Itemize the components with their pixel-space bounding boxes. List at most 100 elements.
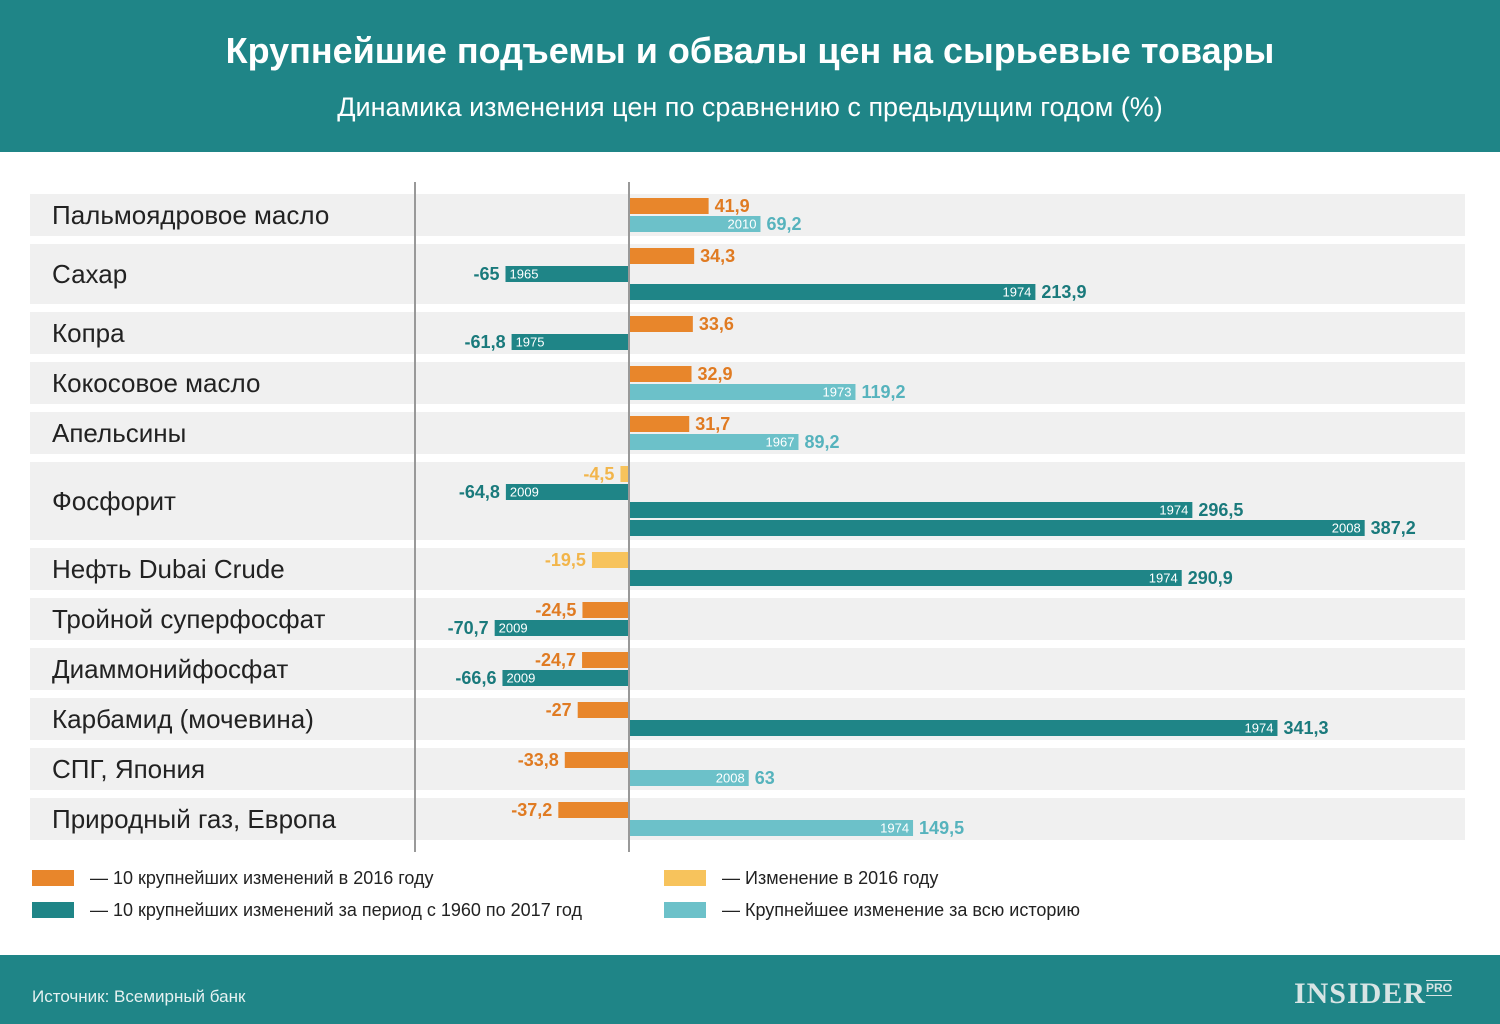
bar-teal — [629, 520, 1365, 536]
bar-teal — [629, 720, 1278, 736]
bar-value-label: 89,2 — [804, 432, 839, 452]
category-label: Тройной суперфосфат — [52, 604, 326, 634]
legend-label-yellow: — Изменение в 2016 году — [722, 868, 938, 888]
bar-orange — [629, 366, 692, 382]
bar-year-label: 1965 — [510, 267, 539, 282]
category-label: Сахар — [52, 259, 127, 289]
bar-teal — [629, 570, 1182, 586]
bar-value-label: 290,9 — [1188, 568, 1233, 588]
bar-year-label: 2008 — [1332, 521, 1361, 536]
legend-label-lightteal: — Крупнейшее изменение за всю историю — [722, 900, 1080, 920]
bar-orange — [629, 248, 695, 264]
bar-teal — [505, 484, 629, 500]
bar-value-label: 32,9 — [698, 364, 733, 384]
legend-swatch-orange — [32, 870, 74, 886]
category-label: Фосфорит — [52, 486, 176, 516]
bar-year-label: 1974 — [1002, 285, 1031, 300]
category-label: Нефть Dubai Crude — [52, 554, 285, 584]
bar-value-label: 341,3 — [1283, 718, 1328, 738]
bar-lightteal — [629, 384, 856, 400]
bar-lightteal — [629, 820, 914, 836]
bar-orange — [582, 602, 629, 618]
bar-value-label: 31,7 — [695, 414, 730, 434]
bar-year-label: 2009 — [506, 671, 535, 686]
brand-sub: PRO — [1425, 980, 1452, 996]
bar-lightteal — [629, 434, 799, 450]
category-label: Апельсины — [52, 418, 186, 448]
bar-year-label: 2010 — [728, 217, 757, 232]
bar-orange — [629, 316, 693, 332]
bar-teal — [494, 620, 629, 636]
legend-swatch-teal — [32, 902, 74, 918]
category-label: Кокосовое масло — [52, 368, 260, 398]
bar-year-label: 1973 — [823, 385, 852, 400]
bar-value-label: -4,5 — [583, 464, 614, 484]
bar-orange — [577, 702, 629, 718]
bar-teal — [629, 284, 1036, 300]
bar-year-label: 1974 — [1159, 503, 1188, 518]
bar-value-label: 34,3 — [700, 246, 735, 266]
bar-year-label: 2008 — [716, 771, 745, 786]
bar-year-label: 1974 — [1245, 721, 1274, 736]
bar-value-label: 296,5 — [1198, 500, 1243, 520]
category-row — [30, 648, 1465, 690]
bar-value-label: -24,7 — [535, 650, 576, 670]
bar-lightteal — [629, 216, 761, 232]
bar-teal — [629, 502, 1193, 518]
category-label: Копра — [52, 318, 125, 348]
bar-value-label: 69,2 — [766, 214, 801, 234]
bar-value-label: 33,6 — [699, 314, 734, 334]
bar-value-label: 387,2 — [1371, 518, 1416, 538]
bar-yellow — [620, 466, 629, 482]
category-label: Пальмоядровое масло — [52, 200, 329, 230]
footer-banner: Источник: Всемирный банк INSIDERPRO — [0, 955, 1500, 1024]
bar-orange — [582, 652, 629, 668]
bar-value-label: -64,8 — [459, 482, 500, 502]
bar-value-label: -70,7 — [448, 618, 489, 638]
bar-orange — [629, 416, 690, 432]
category-label: Природный газ, Европа — [52, 804, 337, 834]
bar-value-label: -61,8 — [465, 332, 506, 352]
bar-value-label: -66,6 — [455, 668, 496, 688]
bar-year-label: 1967 — [766, 435, 795, 450]
chart-title: Крупнейшие подъемы и обвалы цен на сырье… — [225, 30, 1275, 71]
bar-value-label: -19,5 — [545, 550, 586, 570]
bar-year-label: 1974 — [880, 821, 909, 836]
bar-value-label: -65 — [473, 264, 499, 284]
bar-teal — [505, 266, 629, 282]
bar-value-label: 41,9 — [715, 196, 750, 216]
bar-yellow — [591, 552, 629, 568]
legend-swatch-yellow — [664, 870, 706, 886]
bar-teal — [502, 670, 629, 686]
bar-orange — [558, 802, 629, 818]
bar-teal — [511, 334, 629, 350]
bar-year-label: 1974 — [1149, 571, 1178, 586]
legend-swatch-lightteal — [664, 902, 706, 918]
bar-value-label: -33,8 — [518, 750, 559, 770]
bar-value-label: 213,9 — [1041, 282, 1086, 302]
bar-value-label: 149,5 — [919, 818, 964, 838]
bar-value-label: -37,2 — [511, 800, 552, 820]
bar-value-label: 63 — [755, 768, 775, 788]
bar-orange — [564, 752, 629, 768]
category-label: СПГ, Япония — [52, 754, 205, 784]
legend-label-orange: — 10 крупнейших изменений в 2016 году — [90, 868, 434, 888]
category-label: Диаммонийфосфат — [52, 654, 288, 684]
bar-year-label: 2009 — [499, 621, 528, 636]
brand-logo: INSIDERPRO — [1294, 977, 1452, 1011]
legend-label-teal: — 10 крупнейших изменений за период с 19… — [90, 900, 582, 920]
bar-lightteal — [629, 770, 749, 786]
bar-value-label: -27 — [546, 700, 572, 720]
brand-name: INSIDER — [1293, 977, 1426, 1010]
bar-value-label: -24,5 — [535, 600, 576, 620]
category-row — [30, 312, 1465, 354]
category-row — [30, 598, 1465, 640]
source-note: Источник: Всемирный банк — [32, 987, 246, 1006]
category-label: Карбамид (мочевина) — [52, 704, 314, 734]
bar-year-label: 2009 — [510, 485, 539, 500]
bar-value-label: 119,2 — [861, 382, 905, 402]
chart-subtitle: Динамика изменения цен по сравнению с пр… — [337, 92, 1163, 122]
bar-year-label: 1975 — [516, 335, 545, 350]
bar-orange — [629, 198, 709, 214]
